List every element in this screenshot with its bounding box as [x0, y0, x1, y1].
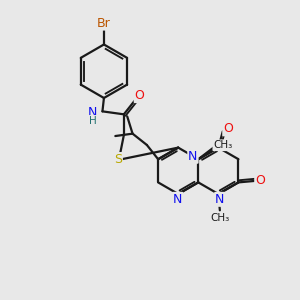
Text: CH₃: CH₃ [213, 140, 232, 150]
Text: O: O [255, 174, 265, 188]
Text: N: N [215, 193, 224, 206]
Text: N: N [88, 106, 98, 119]
Text: O: O [223, 122, 233, 135]
Text: Br: Br [97, 16, 111, 30]
Text: N: N [173, 193, 182, 206]
Text: S: S [114, 153, 122, 166]
Text: N: N [188, 150, 198, 163]
Text: CH₃: CH₃ [210, 213, 230, 223]
Text: H: H [89, 116, 97, 126]
Text: O: O [135, 89, 145, 102]
